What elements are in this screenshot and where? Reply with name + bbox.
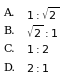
Text: A.: A. (3, 8, 15, 18)
Text: $2{:}1$: $2{:}1$ (26, 62, 49, 74)
Text: $1{:}\sqrt{2}$: $1{:}\sqrt{2}$ (26, 5, 59, 22)
Text: D.: D. (3, 63, 15, 73)
Text: B.: B. (3, 26, 15, 36)
Text: C.: C. (3, 44, 15, 54)
Text: $\sqrt{2}{:}1$: $\sqrt{2}{:}1$ (26, 23, 58, 40)
Text: $1{:}2$: $1{:}2$ (26, 43, 49, 55)
